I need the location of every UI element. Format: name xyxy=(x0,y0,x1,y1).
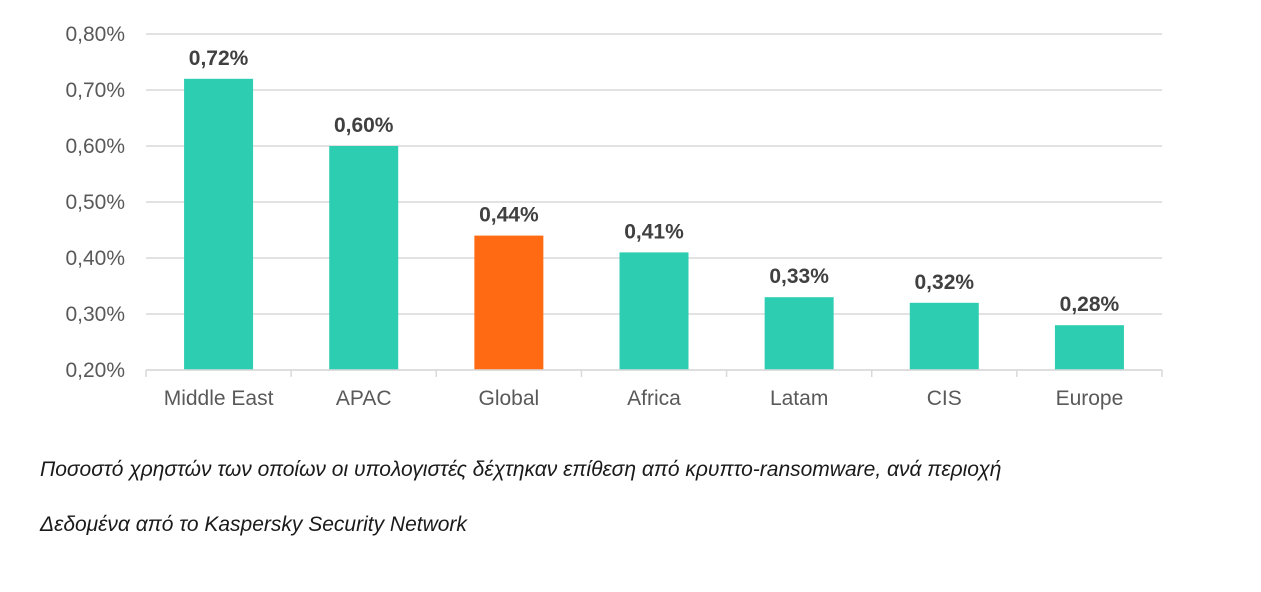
x-tick-label: Africa xyxy=(627,387,681,410)
source-note: Δεδομένα από το Kaspersky Security Netwo… xyxy=(40,513,467,536)
bar xyxy=(764,297,834,370)
bar xyxy=(619,252,689,370)
bars xyxy=(184,78,1124,371)
data-label: 0,60% xyxy=(334,114,394,137)
y-tick-label: 0,70% xyxy=(65,79,125,102)
bar-chart: 0,20% 0,30% 0,40% 0,50% 0,60% 0,70% 0,80% 0,72… xyxy=(65,23,1163,410)
bar xyxy=(184,78,254,371)
data-label: 0,41% xyxy=(624,220,684,243)
x-tick-label: Europe xyxy=(1056,387,1124,410)
x-tick-label: Latam xyxy=(770,387,828,410)
data-labels: 0,72% 0,60% 0,44% 0,41% 0,33% 0,32% 0,28% xyxy=(189,47,1120,316)
y-axis-tick-labels: 0,20% 0,30% 0,40% 0,50% 0,60% 0,70% 0,80% xyxy=(65,23,125,382)
x-axis: Middle East APAC Global Africa Latam CIS Europ… xyxy=(145,369,1163,410)
x-tick-label: APAC xyxy=(336,387,392,410)
x-tick-label: CIS xyxy=(927,387,962,410)
x-tick-label: Middle East xyxy=(164,387,274,410)
y-tick-label: 0,50% xyxy=(65,191,125,214)
bar xyxy=(329,146,399,370)
data-label: 0,33% xyxy=(769,265,829,288)
data-label: 0,72% xyxy=(189,47,249,70)
bar xyxy=(1054,325,1124,370)
y-tick-label: 0,20% xyxy=(65,359,125,382)
x-tick-label: Global xyxy=(479,387,540,410)
data-label: 0,32% xyxy=(915,271,975,294)
y-tick-label: 0,30% xyxy=(65,303,125,326)
bar xyxy=(909,302,979,370)
y-tick-label: 0,80% xyxy=(65,23,125,46)
y-tick-label: 0,60% xyxy=(65,135,125,158)
data-label: 0,44% xyxy=(479,204,539,227)
y-tick-label: 0,40% xyxy=(65,247,125,270)
bar xyxy=(474,235,544,370)
data-label: 0,28% xyxy=(1060,293,1120,316)
chart-caption: Ποσοστό χρηστών των οποίων οι υπολογιστέ… xyxy=(40,458,1002,481)
